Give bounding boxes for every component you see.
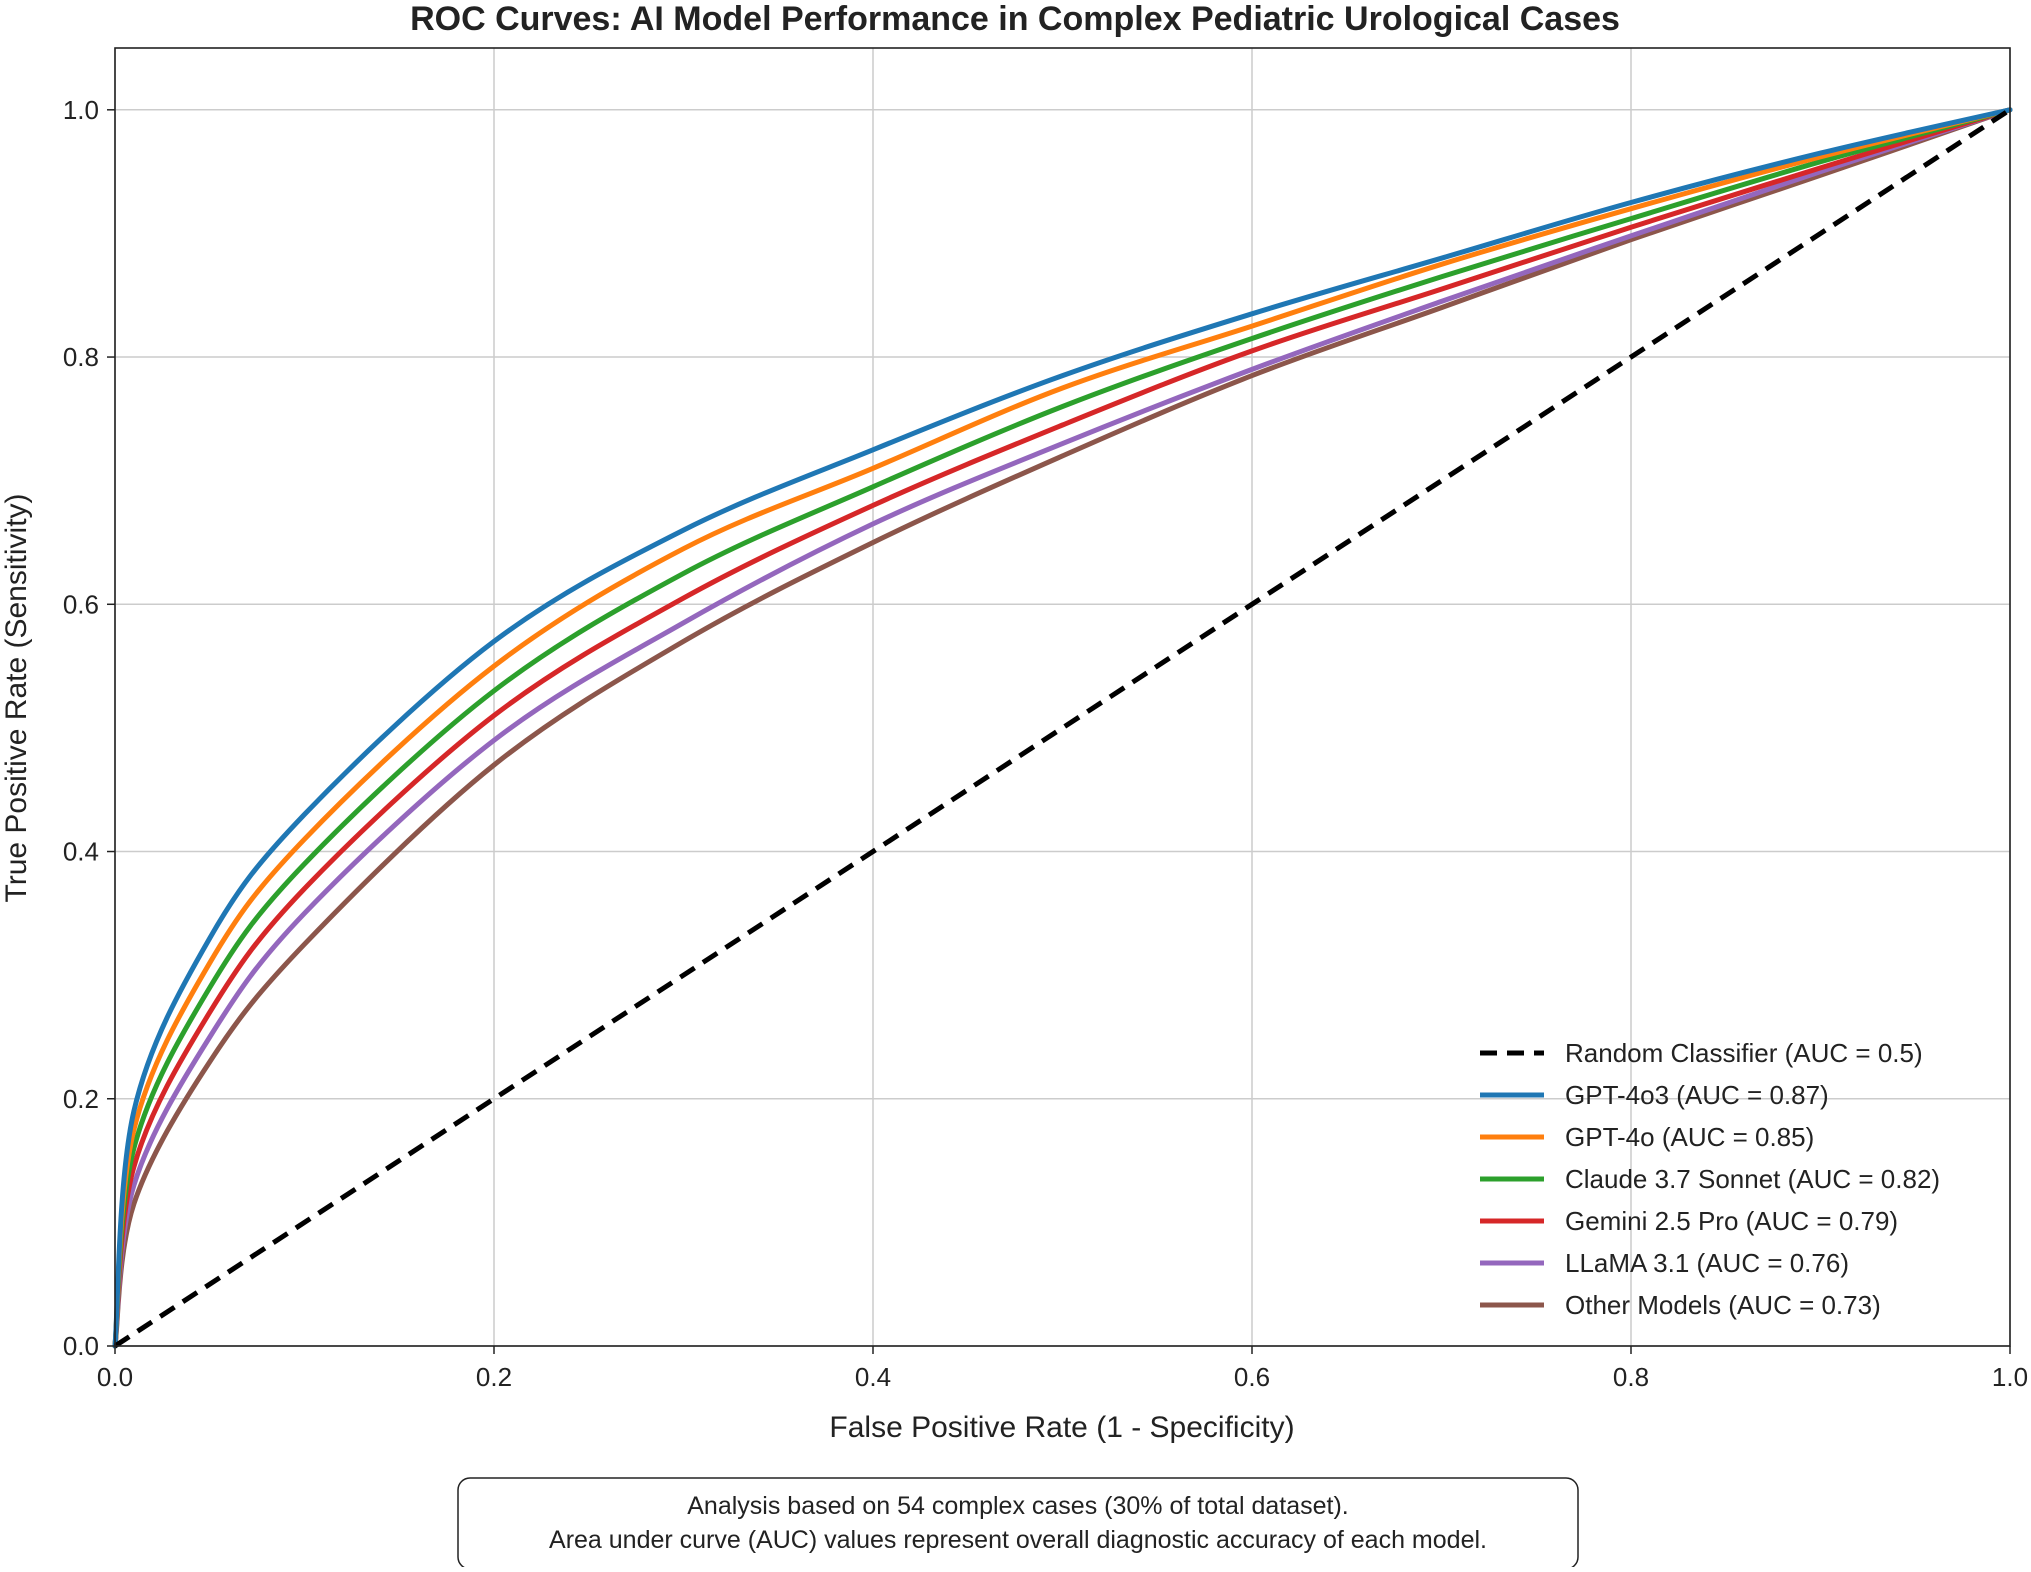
y-tick-label: 0.4 [63, 837, 99, 867]
legend-label: Gemini 2.5 Pro (AUC = 0.79) [1565, 1206, 1898, 1236]
series-line-llama-3-1 [112, 107, 2013, 1349]
x-tick-label: 0.4 [855, 1362, 891, 1392]
legend-label: Claude 3.7 Sonnet (AUC = 0.82) [1565, 1164, 1940, 1194]
x-axis-label: False Positive Rate (1 - Specificity) [829, 1411, 1294, 1444]
x-tick-label: 0.0 [97, 1362, 133, 1392]
y-tick-label: 0.2 [63, 1084, 99, 1114]
legend-label: GPT-4o (AUC = 0.85) [1565, 1122, 1814, 1152]
annotation-box: Analysis based on 54 complex cases (30% … [457, 1477, 1579, 1570]
legend-entry: Random Classifier (AUC = 0.5) [1480, 1038, 1923, 1068]
x-tick-label: 0.6 [1234, 1362, 1270, 1392]
y-axis-label: True Positive Rate (Sensitivity) [0, 493, 33, 902]
x-tick-label: 0.8 [1613, 1362, 1649, 1392]
annotation-line-2: Area under curve (AUC) values represent … [549, 1526, 1487, 1554]
legend-entry: LLaMA 3.1 (AUC = 0.76) [1480, 1248, 1849, 1278]
x-tick-label: 0.2 [476, 1362, 512, 1392]
legend: Random Classifier (AUC = 0.5) GPT-4o3 (AU… [1480, 1038, 1940, 1320]
baseline-random-classifier [113, 107, 2012, 1349]
ticks: 0.0 0.2 0.4 0.6 0.8 1.0 0.0 0.2 0.4 0.6 0.8 1.0 [63, 95, 2028, 1392]
legend-label: LLaMA 3.1 (AUC = 0.76) [1565, 1248, 1849, 1278]
x-tick-label: 1.0 [1992, 1362, 2028, 1392]
series-line-gpt-4o3 [112, 107, 2013, 1349]
annotation-line-1: Analysis based on 54 complex cases (30% … [687, 1492, 1348, 1520]
series-line-gpt-4o [112, 107, 2013, 1349]
legend-entry: GPT-4o (AUC = 0.85) [1480, 1122, 1814, 1152]
legend-label: Other Models (AUC = 0.73) [1565, 1290, 1881, 1320]
y-tick-label: 0.8 [63, 342, 99, 372]
legend-entry: GPT-4o3 (AUC = 0.87) [1480, 1080, 1829, 1110]
legend-label: GPT-4o3 (AUC = 0.87) [1565, 1080, 1829, 1110]
legend-entry: Gemini 2.5 Pro (AUC = 0.79) [1480, 1206, 1898, 1236]
legend-entry: Claude 3.7 Sonnet (AUC = 0.82) [1480, 1164, 1940, 1194]
series-line-gemini-2-5-pro [112, 107, 2013, 1349]
y-tick-label: 0.6 [63, 589, 99, 619]
legend-label: Random Classifier (AUC = 0.5) [1565, 1038, 1923, 1068]
series-line-claude-3-7-sonnet [112, 107, 2013, 1349]
y-tick-label: 1.0 [63, 95, 99, 125]
series-lines [112, 107, 2013, 1349]
plot-frame [114, 47, 2011, 1347]
series-line-other-models [112, 107, 2013, 1349]
legend-entry: Other Models (AUC = 0.73) [1480, 1290, 1881, 1320]
chart-title: ROC Curves: AI Model Performance in Comp… [410, 0, 1620, 38]
y-tick-label: 0.0 [63, 1331, 99, 1361]
